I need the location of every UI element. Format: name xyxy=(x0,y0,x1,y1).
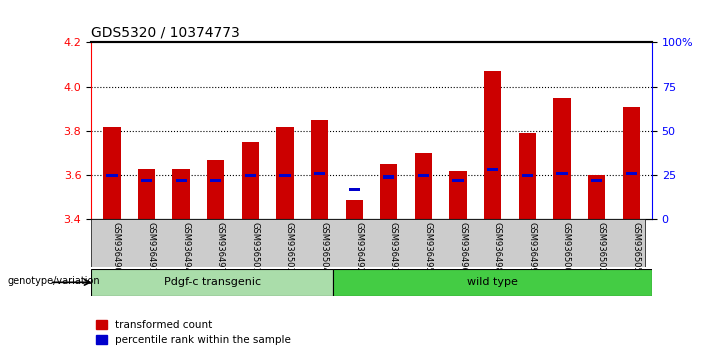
Text: GSM936503: GSM936503 xyxy=(285,222,294,273)
Bar xyxy=(175,179,186,182)
Bar xyxy=(311,120,328,219)
Text: GSM936493: GSM936493 xyxy=(389,222,398,273)
Bar xyxy=(484,71,501,219)
Text: GSM936501: GSM936501 xyxy=(250,222,259,273)
Text: GSM936500: GSM936500 xyxy=(562,222,571,273)
Bar xyxy=(141,179,152,182)
Text: GSM936504: GSM936504 xyxy=(320,222,329,273)
Bar xyxy=(242,142,259,219)
Bar xyxy=(207,160,224,219)
Bar xyxy=(452,179,463,182)
Bar xyxy=(487,169,498,171)
Text: GSM936490: GSM936490 xyxy=(112,222,121,273)
Bar xyxy=(449,171,467,219)
Text: Pdgf-c transgenic: Pdgf-c transgenic xyxy=(164,277,261,287)
Bar xyxy=(245,174,256,177)
Bar xyxy=(522,174,533,177)
Bar xyxy=(383,176,395,178)
Bar xyxy=(588,175,605,219)
Bar xyxy=(591,179,602,182)
Bar xyxy=(622,107,640,219)
Text: GSM936499: GSM936499 xyxy=(527,222,536,273)
Text: GSM936495: GSM936495 xyxy=(423,222,433,273)
Bar xyxy=(280,174,291,177)
Text: genotype/variation: genotype/variation xyxy=(7,276,100,286)
Bar xyxy=(91,269,334,296)
Bar xyxy=(172,169,190,219)
Text: GSM936502: GSM936502 xyxy=(597,222,606,273)
Text: GSM936498: GSM936498 xyxy=(493,222,502,273)
Bar xyxy=(519,133,536,219)
Bar xyxy=(418,174,429,177)
Text: GSM936496: GSM936496 xyxy=(458,222,467,273)
Text: GSM936492: GSM936492 xyxy=(354,222,363,273)
Text: GSM936497: GSM936497 xyxy=(216,222,225,273)
Bar xyxy=(138,169,155,219)
Text: GSM936505: GSM936505 xyxy=(631,222,640,273)
Bar xyxy=(625,172,637,175)
Bar xyxy=(346,200,363,219)
Bar xyxy=(276,127,294,219)
Bar xyxy=(415,153,432,219)
Legend: transformed count, percentile rank within the sample: transformed count, percentile rank withi… xyxy=(96,320,291,345)
Bar xyxy=(380,164,397,219)
Bar xyxy=(348,188,360,191)
Bar xyxy=(553,98,571,219)
Text: GSM936494: GSM936494 xyxy=(181,222,190,273)
Bar xyxy=(334,269,652,296)
Text: GSM936491: GSM936491 xyxy=(147,222,156,273)
Bar xyxy=(103,127,121,219)
Bar xyxy=(557,172,568,175)
Text: GDS5320 / 10374773: GDS5320 / 10374773 xyxy=(91,26,240,40)
Bar xyxy=(314,172,325,175)
Bar xyxy=(210,179,222,182)
Bar xyxy=(107,174,118,177)
Text: wild type: wild type xyxy=(468,277,518,287)
